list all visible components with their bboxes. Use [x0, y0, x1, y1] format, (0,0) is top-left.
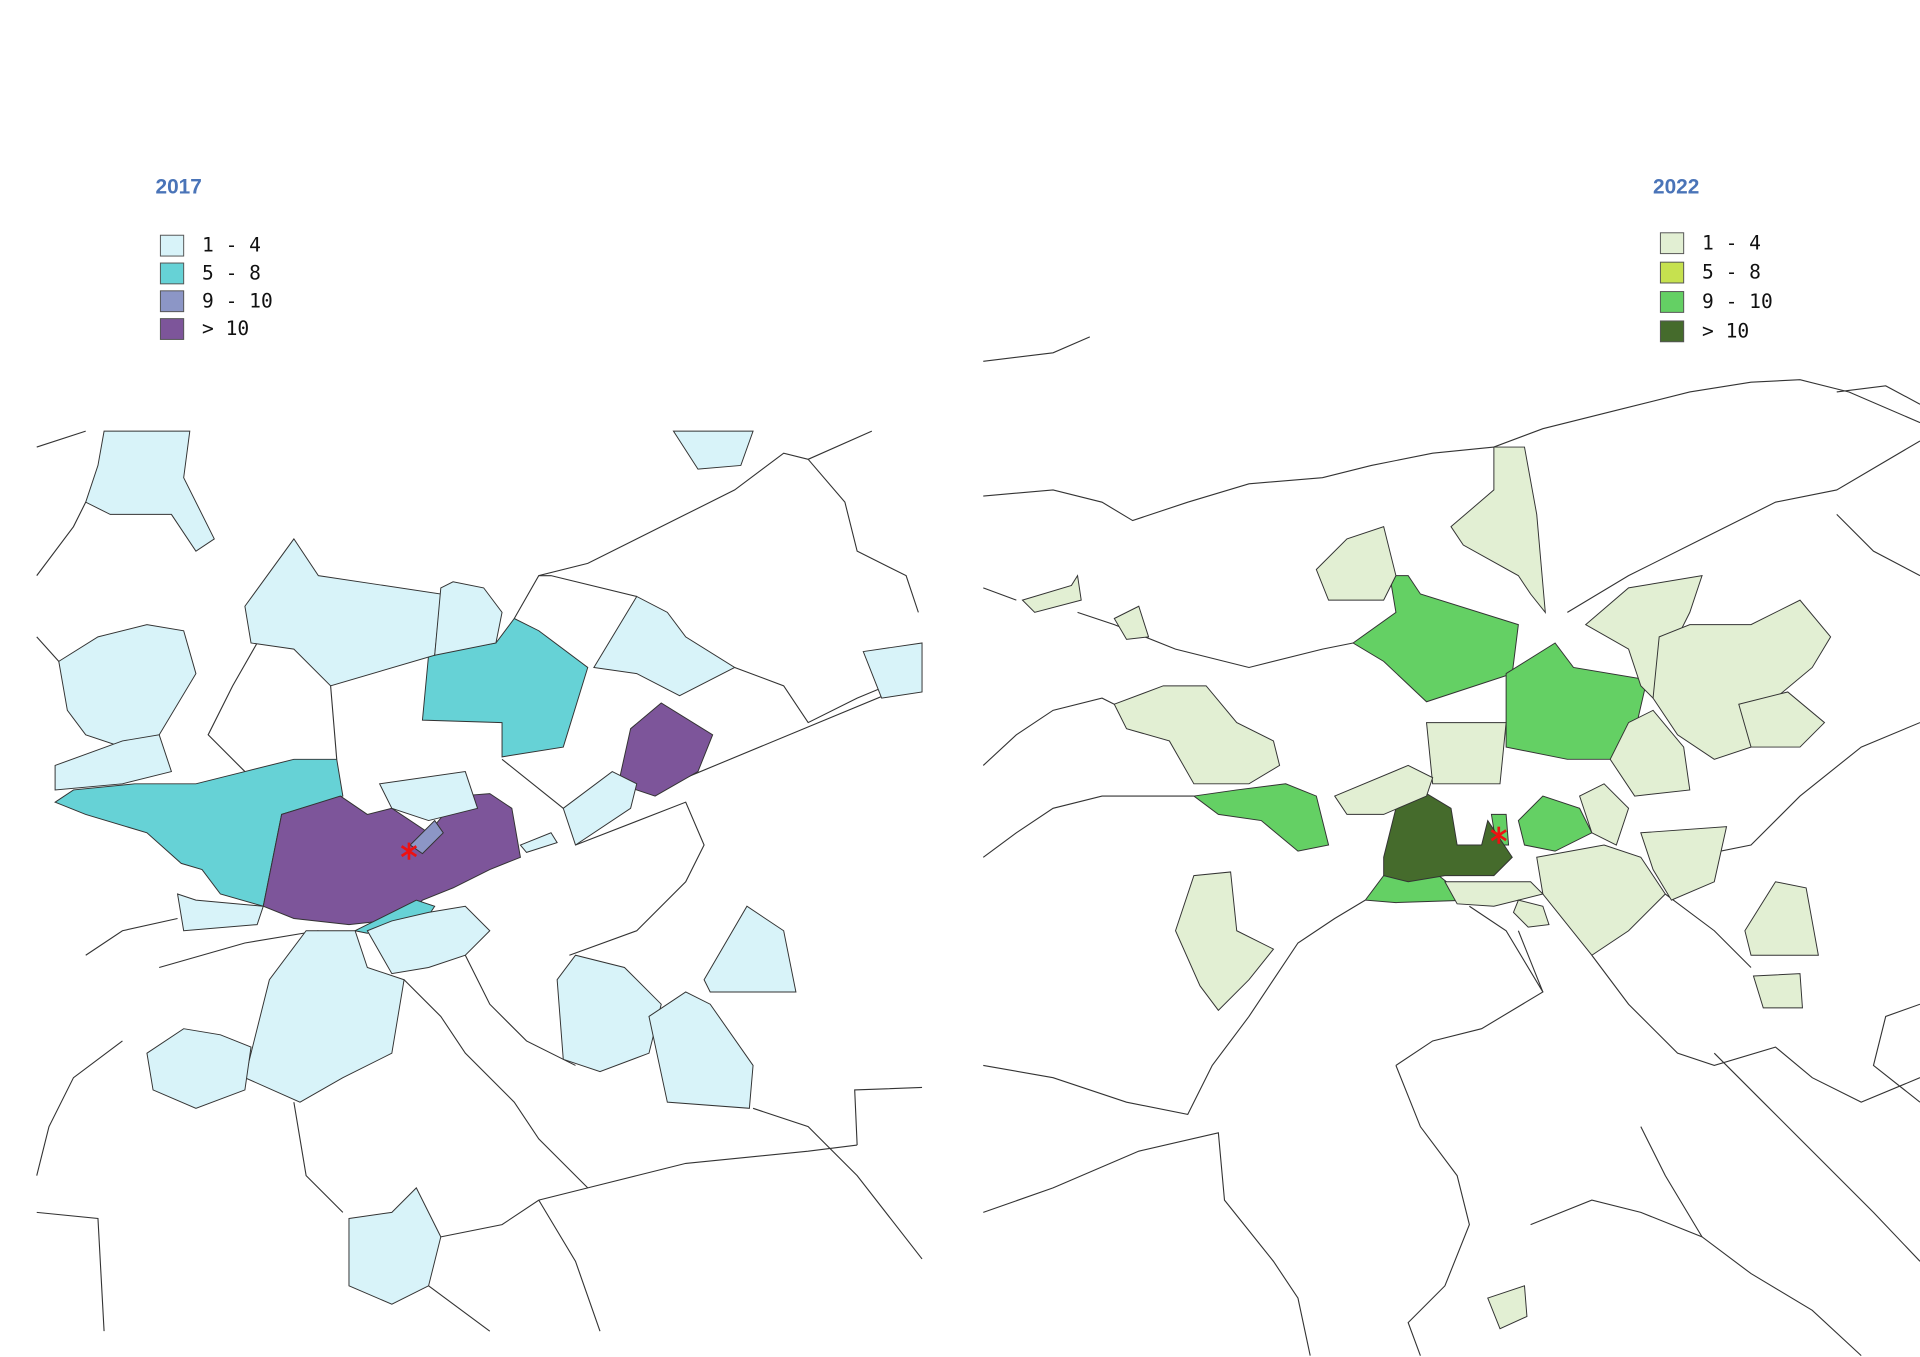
legend-label: > 10 — [202, 317, 249, 340]
legend-label: 5 - 8 — [1702, 261, 1761, 284]
region — [409, 819, 444, 855]
region — [703, 905, 797, 993]
region — [1744, 881, 1819, 956]
map-2022 — [982, 336, 1920, 1357]
region — [562, 770, 638, 846]
region — [146, 1028, 252, 1109]
legend-swatch — [1659, 232, 1685, 255]
region — [672, 430, 754, 470]
legend-label: 5 - 8 — [202, 262, 261, 285]
region — [1752, 973, 1803, 1009]
region — [244, 538, 442, 687]
region — [1174, 871, 1275, 1012]
region — [862, 642, 923, 699]
region — [617, 702, 714, 797]
region — [244, 930, 405, 1103]
region — [1487, 1285, 1528, 1330]
region — [366, 905, 491, 975]
region — [1517, 795, 1593, 852]
legend-label: 9 - 10 — [1702, 290, 1773, 313]
region — [648, 991, 754, 1109]
map-title: 2022 — [1653, 176, 1699, 199]
legend-swatch — [1659, 320, 1685, 343]
legend-swatch — [159, 318, 185, 340]
region — [1578, 783, 1630, 846]
legend-swatch — [1659, 291, 1685, 313]
region — [348, 1187, 442, 1305]
region — [54, 734, 173, 791]
region — [1113, 685, 1281, 785]
region — [378, 771, 479, 822]
legend-swatch — [159, 262, 185, 285]
region — [1113, 605, 1150, 640]
region — [1652, 599, 1832, 760]
region — [1192, 783, 1330, 852]
region — [593, 595, 736, 697]
region — [85, 430, 215, 552]
legend-label: 1 - 4 — [202, 234, 261, 257]
legend-label: 1 - 4 — [1702, 231, 1761, 254]
region — [556, 954, 662, 1073]
region — [1609, 709, 1691, 797]
map-title: 2017 — [156, 176, 202, 199]
legend: 1 - 4 5 - 8 9 - 10 > 10 — [159, 234, 273, 340]
region — [1021, 574, 1082, 613]
legend-label: > 10 — [1702, 319, 1749, 342]
region — [1352, 575, 1519, 703]
region — [421, 617, 589, 758]
region — [1640, 826, 1728, 901]
legend-swatch — [159, 290, 185, 313]
legend-swatch — [159, 234, 185, 257]
marker — [400, 842, 418, 860]
legend-swatch — [1659, 261, 1685, 284]
region — [1512, 899, 1550, 928]
boundaries — [36, 430, 923, 1332]
map-2017 — [36, 430, 923, 1332]
region — [262, 793, 521, 926]
region — [519, 832, 558, 853]
legend-label: 9 - 10 — [202, 289, 273, 312]
region — [1425, 722, 1507, 785]
region — [58, 624, 197, 748]
region — [434, 581, 503, 656]
region — [1536, 844, 1666, 956]
region — [1315, 526, 1397, 601]
region — [1333, 764, 1434, 815]
region — [176, 893, 264, 932]
marker — [1490, 826, 1507, 844]
region — [1450, 446, 1546, 614]
boundaries — [982, 336, 1920, 1357]
region — [1738, 691, 1826, 748]
legend: 1 - 4 5 - 8 9 - 10 > 10 — [1659, 231, 1773, 343]
